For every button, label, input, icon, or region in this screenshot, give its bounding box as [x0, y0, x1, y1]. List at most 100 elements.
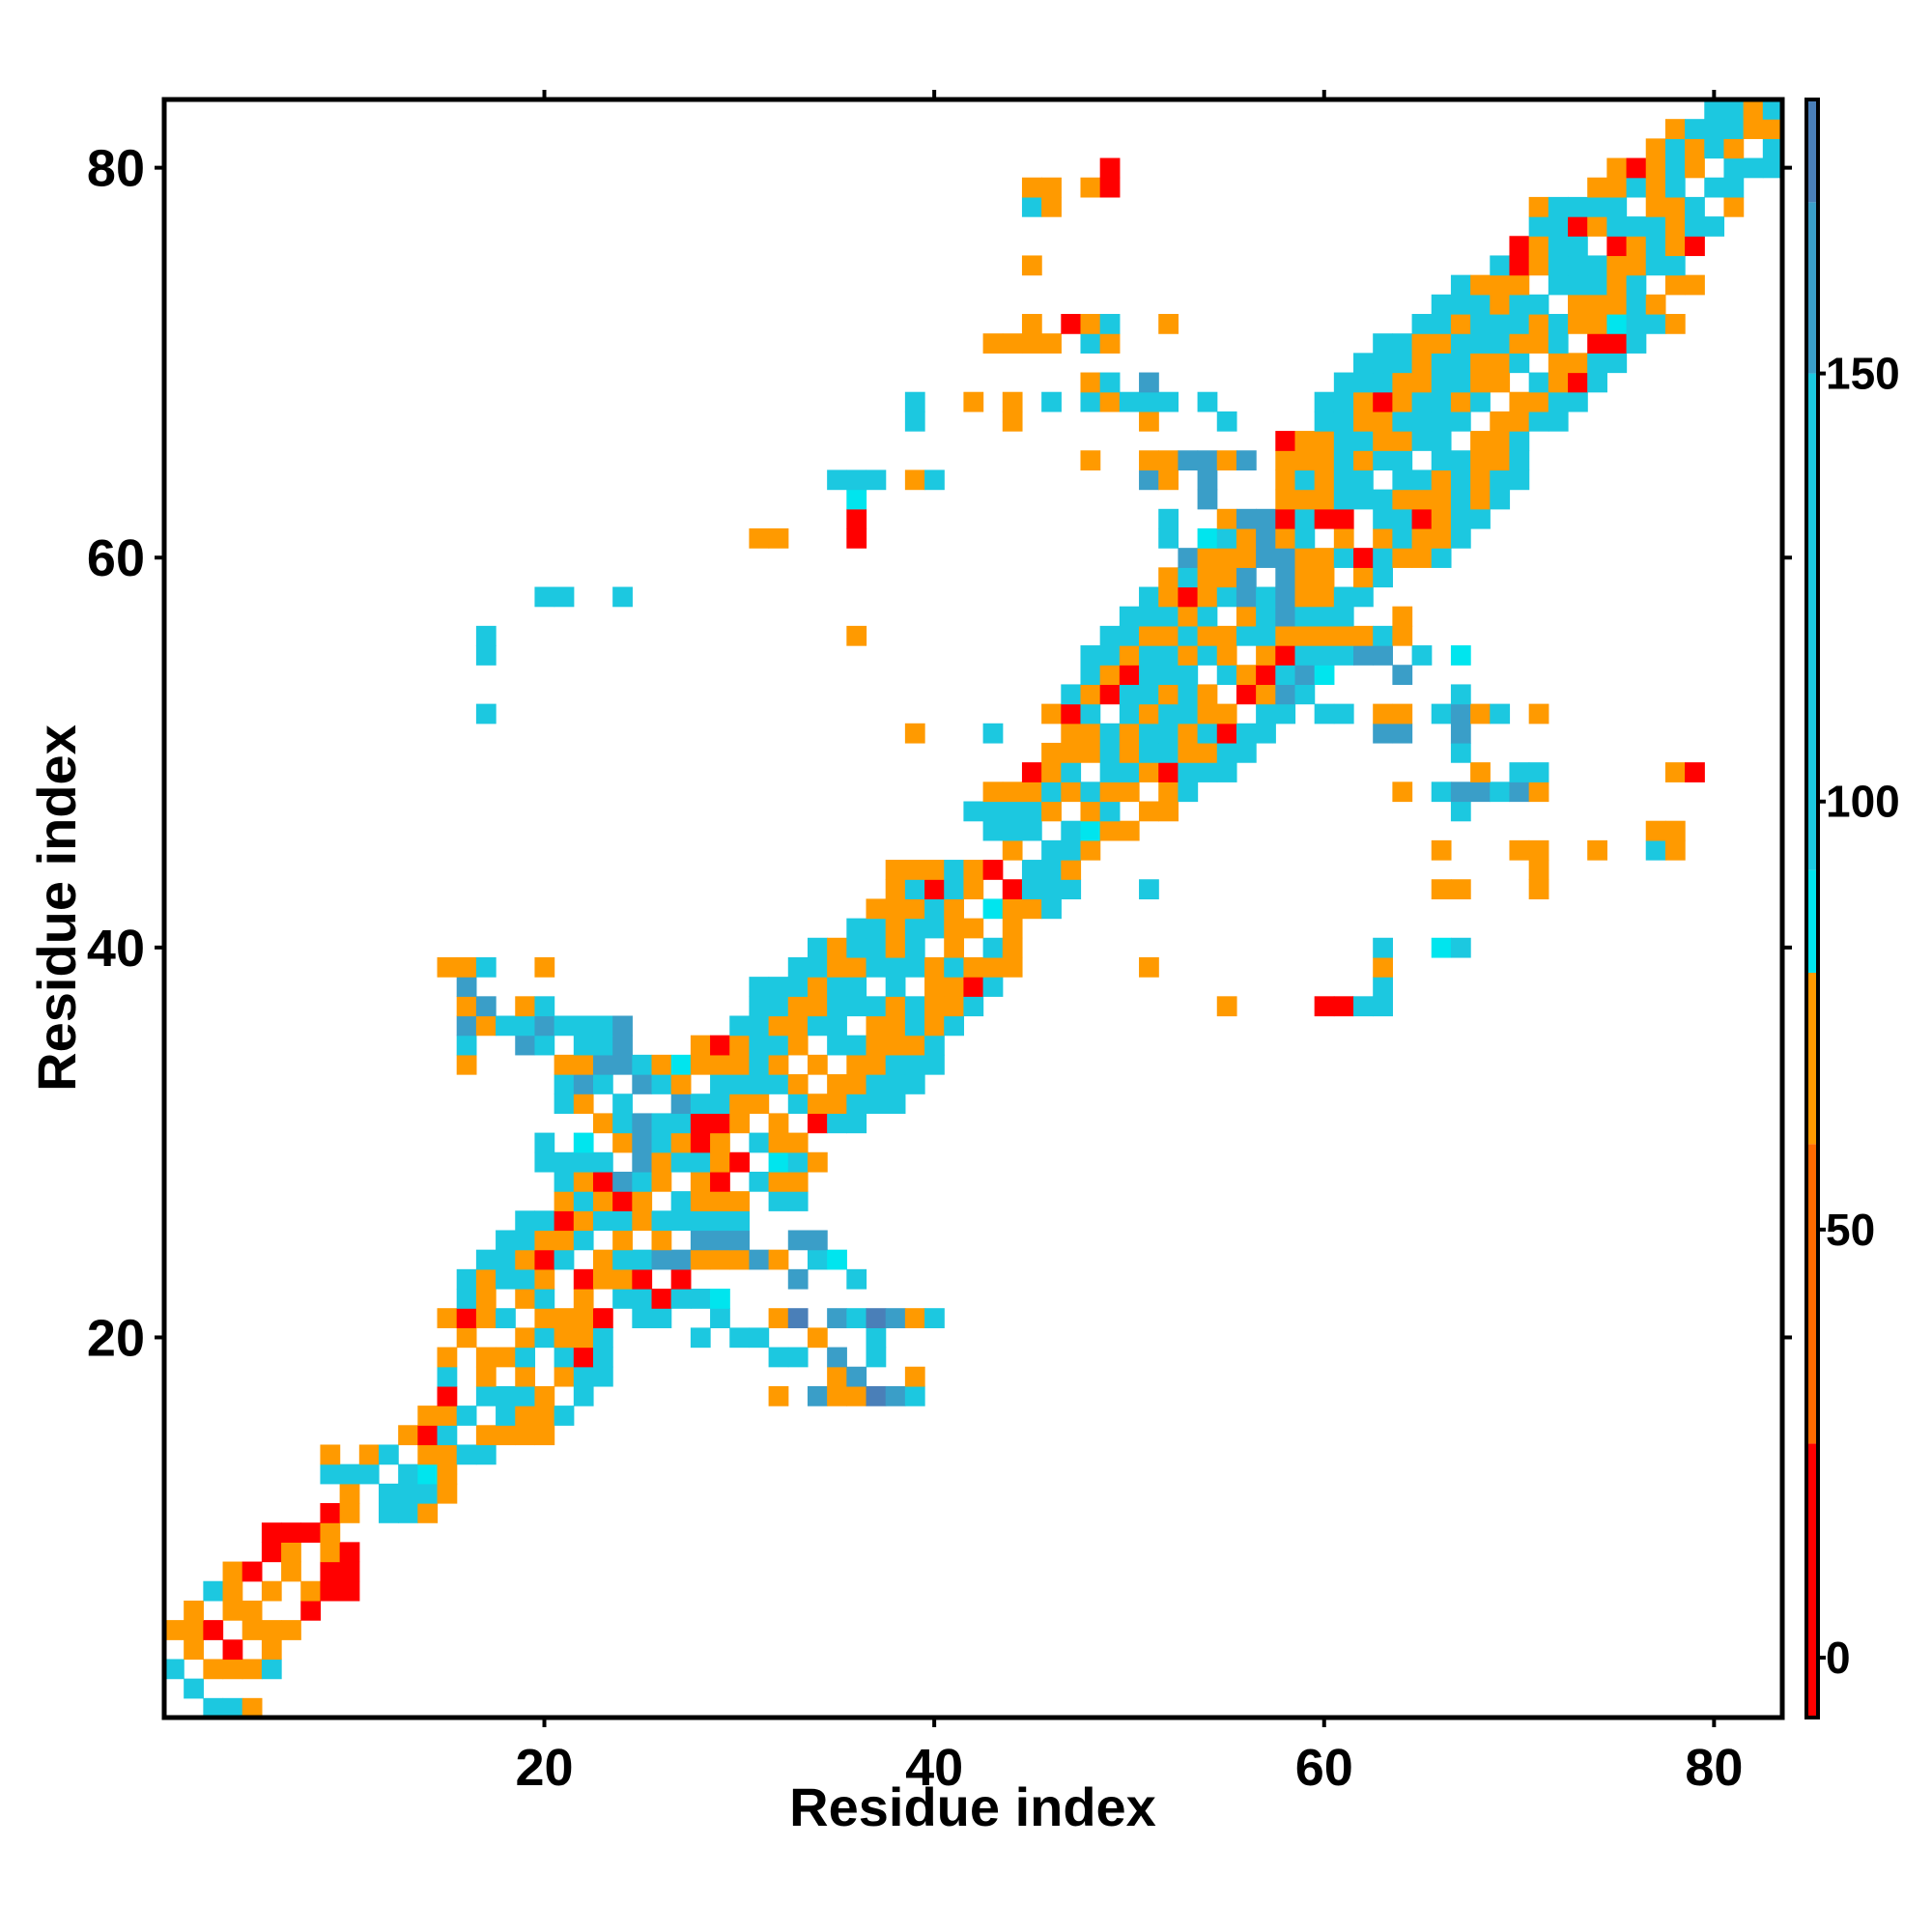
heatmap-cell — [1664, 839, 1686, 861]
heatmap-cell — [885, 1308, 906, 1328]
heatmap-cell — [632, 1054, 653, 1075]
heatmap-cell — [768, 1347, 789, 1368]
heatmap-cell — [1664, 274, 1686, 296]
heatmap-cell — [1664, 255, 1686, 276]
heatmap-cell — [1333, 645, 1354, 666]
heatmap-cell — [866, 469, 887, 491]
heatmap-cell — [203, 1659, 224, 1680]
heatmap-cell — [1080, 313, 1101, 334]
heatmap-cell — [1548, 372, 1569, 393]
heatmap-cell — [1568, 216, 1588, 237]
heatmap-cell — [612, 1094, 633, 1114]
heatmap-cell — [846, 977, 867, 997]
heatmap-cell — [787, 1132, 809, 1153]
heatmap-cell — [1139, 684, 1159, 705]
heatmap-cell — [632, 1268, 653, 1290]
heatmap-cell — [573, 1210, 594, 1232]
heatmap-cell — [1139, 879, 1159, 900]
heatmap-cell — [1333, 996, 1354, 1017]
heatmap-cell — [1002, 333, 1023, 354]
heatmap-cell — [1587, 294, 1607, 315]
heatmap-cell — [846, 918, 867, 939]
heatmap-cell — [1685, 274, 1705, 296]
heatmap-cell — [1099, 723, 1121, 744]
heatmap-cell — [1548, 313, 1569, 334]
heatmap-cell — [729, 1054, 751, 1075]
heatmap-cell — [690, 1171, 711, 1192]
heatmap-cell — [768, 1132, 789, 1153]
heatmap-cell — [1197, 489, 1218, 510]
heatmap-cell — [1119, 391, 1140, 412]
heatmap-cell — [1450, 684, 1471, 705]
heatmap-cell — [1762, 157, 1783, 179]
heatmap-cell — [1002, 781, 1023, 803]
heatmap-cell — [1158, 645, 1179, 666]
heatmap-cell — [1275, 527, 1296, 549]
heatmap-cell — [475, 1366, 497, 1387]
heatmap-cell — [924, 898, 945, 920]
heatmap-cell — [1685, 216, 1705, 237]
heatmap-cell — [475, 1385, 497, 1406]
heatmap-cell — [592, 1191, 613, 1211]
heatmap-cell — [1528, 216, 1549, 237]
heatmap-cell — [632, 1113, 653, 1134]
heatmap-cell — [807, 937, 828, 958]
heatmap-cell — [1080, 665, 1101, 686]
heatmap-cell — [554, 1074, 575, 1094]
heatmap-cell — [1294, 567, 1316, 588]
heatmap-cell — [515, 1366, 536, 1387]
heatmap-cell — [1294, 548, 1316, 568]
heatmap-cell — [1139, 450, 1159, 471]
heatmap-cell — [1762, 99, 1783, 120]
heatmap-cell — [1041, 801, 1062, 822]
heatmap-cell — [1392, 469, 1413, 491]
heatmap-cell — [1275, 548, 1296, 568]
heatmap-cell — [417, 1463, 439, 1485]
heatmap-cell — [592, 1054, 613, 1075]
heatmap-cell — [904, 1385, 925, 1406]
heatmap-cell — [632, 1210, 653, 1232]
heatmap-cell — [1216, 996, 1237, 1017]
heatmap-cell — [1158, 606, 1179, 627]
heatmap-cell — [1392, 665, 1413, 686]
heatmap-cell — [827, 1094, 847, 1114]
heatmap-cell — [573, 1268, 594, 1290]
heatmap-cell — [1470, 333, 1491, 354]
heatmap-cell — [1606, 333, 1628, 354]
heatmap-cell — [496, 1230, 516, 1251]
heatmap-cell — [1099, 801, 1121, 822]
heatmap-cell — [456, 1035, 477, 1056]
heatmap-cell — [768, 1171, 789, 1192]
heatmap-cell — [1373, 996, 1393, 1017]
heatmap-cell — [963, 977, 984, 997]
heatmap-cell — [1256, 527, 1276, 549]
heatmap-cell — [281, 1522, 301, 1543]
heatmap-cell — [1626, 333, 1647, 354]
heatmap-cell — [729, 1191, 751, 1211]
heatmap-cell — [710, 1035, 730, 1056]
heatmap-cell — [1373, 489, 1393, 510]
heatmap-cell — [690, 1054, 711, 1075]
heatmap-cell — [1568, 236, 1588, 257]
heatmap-cell — [885, 937, 906, 958]
heatmap-cell — [612, 1015, 633, 1037]
heatmap-cell — [1041, 196, 1062, 217]
heatmap-cell — [573, 1054, 594, 1075]
heatmap-cell — [456, 956, 477, 978]
heatmap-cell — [982, 801, 1004, 822]
heatmap-cell — [846, 1054, 867, 1075]
heatmap-cell — [592, 1347, 613, 1368]
heatmap-cell — [1431, 508, 1452, 529]
heatmap-cell — [1021, 781, 1042, 803]
heatmap-cell — [573, 1347, 594, 1368]
heatmap-cell — [768, 1074, 789, 1094]
heatmap-cell — [1470, 781, 1491, 803]
heatmap-cell — [1548, 411, 1569, 432]
heatmap-cell — [515, 1210, 536, 1232]
heatmap-cell — [417, 1503, 439, 1523]
heatmap-cell — [1664, 138, 1686, 159]
heatmap-cell — [1431, 353, 1452, 374]
y-tick-label: 40 — [87, 920, 145, 978]
heatmap-cell — [1704, 216, 1725, 237]
heatmap-cell — [1411, 333, 1433, 354]
